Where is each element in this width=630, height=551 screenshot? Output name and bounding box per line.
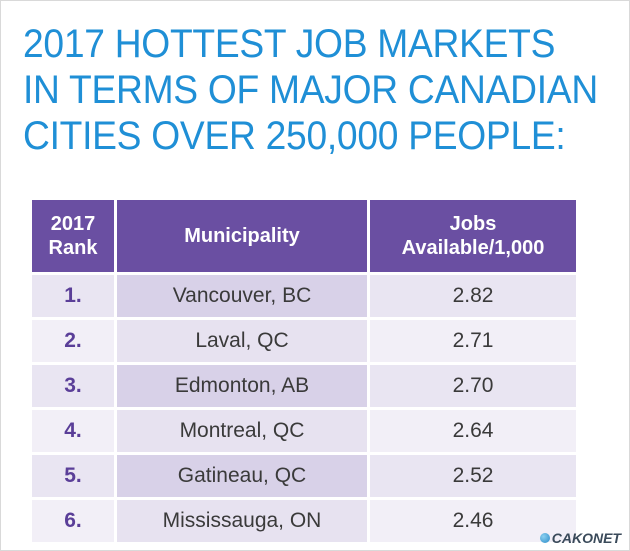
column-header-rank: 2017 Rank [32, 200, 114, 272]
title-line-1: 2017 HOTTEST JOB MARKETS [23, 22, 556, 66]
table-row: 5. Gatineau, QC 2.52 [32, 455, 576, 497]
municipality-cell: Mississauga, ON [117, 500, 367, 542]
municipality-cell: Gatineau, QC [117, 455, 367, 497]
column-header-jobs: Jobs Available/1,000 [370, 200, 576, 272]
table-row: 2. Laval, QC 2.71 [32, 320, 576, 362]
table-row: 6. Mississauga, ON 2.46 [32, 500, 576, 542]
jobs-cell: 2.52 [370, 455, 576, 497]
municipality-cell: Laval, QC [117, 320, 367, 362]
rank-cell: 3. [32, 365, 114, 407]
table-row: 3. Edmonton, AB 2.70 [32, 365, 576, 407]
title-line-3: CITIES OVER 250,000 PEOPLE: [23, 114, 566, 158]
jobs-cell: 2.82 [370, 275, 576, 317]
jobs-cell: 2.46 [370, 500, 576, 542]
rank-cell: 1. [32, 275, 114, 317]
jobs-cell: 2.70 [370, 365, 576, 407]
jobs-cell: 2.64 [370, 410, 576, 452]
municipality-cell: Vancouver, BC [117, 275, 367, 317]
watermark-text: CAKONET [551, 530, 621, 546]
jobs-cell: 2.71 [370, 320, 576, 362]
watermark-logo: CAKONET [539, 530, 621, 546]
table-row: 4. Montreal, QC 2.64 [32, 410, 576, 452]
table-header-row: 2017 Rank Municipality Jobs Available/1,… [32, 200, 576, 272]
page-title: 2017 HOTTEST JOB MARKETS IN TERMS OF MAJ… [23, 21, 598, 159]
municipality-cell: Edmonton, AB [117, 365, 367, 407]
rank-cell: 2. [32, 320, 114, 362]
logo-icon [539, 533, 550, 543]
column-header-municipality: Municipality [117, 200, 367, 272]
title-line-2: IN TERMS OF MAJOR CANADIAN [23, 68, 598, 112]
municipality-cell: Montreal, QC [117, 410, 367, 452]
rank-cell: 4. [32, 410, 114, 452]
rank-cell: 6. [32, 500, 114, 542]
rank-cell: 5. [32, 455, 114, 497]
job-markets-table: 2017 Rank Municipality Jobs Available/1,… [29, 197, 579, 545]
table-row: 1. Vancouver, BC 2.82 [32, 275, 576, 317]
